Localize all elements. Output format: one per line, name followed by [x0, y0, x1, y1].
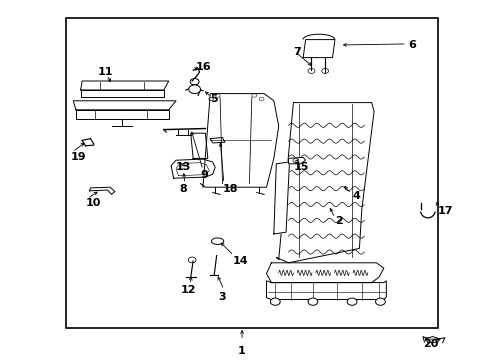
Polygon shape: [266, 281, 386, 300]
Text: 12: 12: [180, 285, 196, 295]
Text: 2: 2: [334, 216, 342, 226]
Text: 7: 7: [293, 47, 301, 57]
Text: 10: 10: [85, 198, 101, 208]
Polygon shape: [425, 337, 439, 343]
Text: 3: 3: [218, 292, 226, 302]
Bar: [66, 18, 437, 328]
Text: 11: 11: [97, 67, 113, 77]
Polygon shape: [266, 263, 383, 283]
Polygon shape: [76, 110, 168, 119]
Polygon shape: [200, 94, 278, 187]
Text: 1: 1: [238, 346, 245, 356]
Circle shape: [270, 298, 280, 305]
Text: 17: 17: [437, 206, 452, 216]
Text: 15: 15: [293, 162, 308, 172]
Text: 8: 8: [179, 184, 187, 194]
Polygon shape: [81, 90, 163, 97]
Polygon shape: [171, 159, 215, 178]
Polygon shape: [276, 103, 373, 263]
Polygon shape: [288, 157, 305, 164]
Polygon shape: [190, 133, 207, 158]
Circle shape: [307, 298, 317, 305]
Text: 16: 16: [195, 62, 211, 72]
Text: 9: 9: [200, 170, 208, 180]
Text: 20: 20: [422, 339, 437, 349]
Text: 19: 19: [71, 152, 86, 162]
Polygon shape: [81, 81, 168, 90]
Text: 5: 5: [210, 94, 218, 104]
Circle shape: [375, 298, 385, 305]
Text: 6: 6: [407, 40, 415, 50]
Text: 18: 18: [222, 184, 238, 194]
Polygon shape: [210, 138, 224, 143]
Text: 14: 14: [232, 256, 247, 266]
Polygon shape: [303, 40, 334, 58]
Text: 13: 13: [176, 162, 191, 172]
Polygon shape: [73, 101, 176, 110]
Polygon shape: [89, 187, 115, 194]
Polygon shape: [273, 162, 289, 234]
Ellipse shape: [211, 238, 224, 244]
Circle shape: [346, 298, 356, 305]
Circle shape: [188, 85, 200, 94]
Text: 4: 4: [351, 191, 359, 201]
